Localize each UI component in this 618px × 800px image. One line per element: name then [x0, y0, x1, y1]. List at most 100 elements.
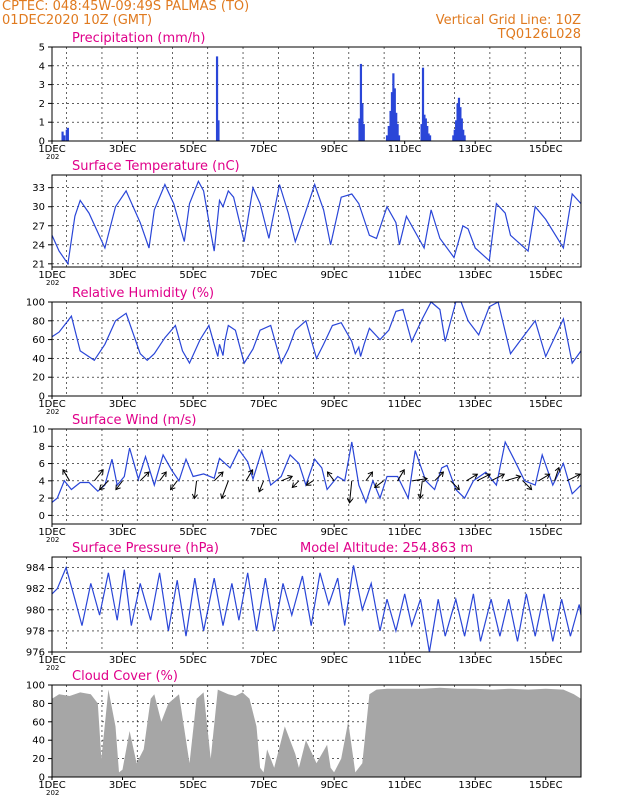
x-tick-label: 1DEC [38, 655, 65, 666]
plot-frame [51, 301, 582, 397]
plot-frame [51, 174, 582, 268]
wind-vector [411, 478, 428, 482]
panel-title: Precipitation (mm/h) [72, 31, 205, 46]
y-tick-label: 1 [39, 118, 45, 129]
wind-vector [566, 473, 581, 482]
wind-vector-head [485, 473, 492, 479]
wind-vector-head [143, 471, 150, 478]
precip-bar [63, 135, 66, 141]
year-stub-label: 202 [46, 153, 59, 161]
wind-vector-head [191, 493, 198, 500]
x-tick-label: 5DEC [179, 780, 206, 791]
wind-vector [476, 473, 491, 482]
precip-bar [217, 120, 220, 141]
x-tick-label: 13DEC [458, 399, 492, 410]
x-tick-label: 15DEC [529, 399, 563, 410]
wind-vector-head [220, 493, 226, 500]
y-tick-label: 2 [39, 99, 45, 110]
x-tick-label: 1DEC [38, 270, 65, 281]
precip-bar [390, 92, 394, 141]
wind-vector-head [399, 468, 405, 475]
y-tick-label: 3 [39, 80, 45, 91]
y-tick-label: 10 [32, 425, 45, 436]
x-tick-label: 7DEC [250, 270, 277, 281]
precip-bar [358, 118, 361, 141]
precip-bar [420, 124, 423, 141]
precip-bar [426, 125, 429, 141]
precip-bar [452, 135, 455, 141]
x-tick-label: 1DEC [38, 780, 65, 791]
wind-vector [538, 473, 550, 482]
series-line [51, 179, 582, 266]
y-tick-label: 30 [32, 202, 45, 213]
y-tick-label: 40 [32, 736, 45, 747]
x-tick-label: 11DEC [388, 399, 422, 410]
panel-annotation: Model Altitude: 254.863 m [300, 541, 473, 556]
precip-bar [421, 67, 425, 141]
x-tick-label: 13DEC [458, 780, 492, 791]
y-tick-label: 4 [39, 476, 45, 487]
plot-frame [51, 684, 582, 778]
y-tick-label: 5 [39, 43, 45, 54]
precip-bar [395, 112, 398, 141]
x-tick-label: 15DEC [529, 780, 563, 791]
y-tick-label: 8 [39, 442, 45, 453]
precip-bar [359, 63, 363, 141]
x-tick-label: 9DEC [320, 270, 347, 281]
plot-frame [51, 428, 582, 525]
panel-5: 976 978 980 982 984 1DEC 3DEC 5DEC 7DEC 9DEC 11DEC… [26, 541, 582, 672]
cloud-cover-area [52, 687, 581, 777]
x-tick-label: 13DEC [458, 270, 492, 281]
wind-vector [365, 471, 373, 482]
precip-bar [397, 135, 401, 141]
wind-vector-head [515, 474, 522, 481]
wind-vector [221, 480, 229, 499]
precip-bar [215, 56, 219, 141]
wind-vector-head [247, 468, 254, 475]
x-tick-label: 3DEC [109, 399, 136, 410]
wind-vector [306, 480, 314, 486]
precip-bar [66, 127, 69, 141]
model-code-label: TQ0126L028 [497, 27, 581, 42]
precip-bar [389, 110, 392, 141]
wind-vector [213, 471, 224, 482]
y-tick-label: 20 [32, 373, 45, 384]
y-tick-label: 2 [39, 494, 45, 505]
x-tick-label: 9DEC [320, 527, 347, 538]
x-tick-label: 9DEC [320, 399, 347, 410]
y-tick-label: 80 [32, 316, 45, 327]
wind-vector [327, 471, 335, 482]
year-stub-label: 202 [46, 536, 59, 544]
plot-frame [51, 46, 582, 142]
precip-bar [61, 131, 64, 141]
wind-vector [419, 480, 423, 499]
y-tick-label: 27 [32, 221, 45, 232]
x-tick-label: 9DEC [320, 144, 347, 155]
y-tick-label: 978 [26, 626, 45, 637]
x-tick-label: 13DEC [458, 527, 492, 538]
wind-vector-head [499, 473, 506, 479]
plot-area [52, 429, 581, 524]
station-label: CPTEC: 048:45W-09:49S PALMAS (TO) [2, 0, 250, 14]
panel-title: Cloud Cover (%) [72, 669, 178, 684]
y-tick-label: 4 [39, 61, 45, 72]
x-tick-label: 15DEC [529, 527, 563, 538]
year-stub-label: 202 [46, 789, 59, 797]
y-tick-label: 980 [26, 605, 45, 616]
x-tick-label: 7DEC [250, 144, 277, 155]
grid-line-label: Vertical Grid Line: 10Z [435, 13, 581, 28]
wind-vector-head [438, 471, 445, 477]
wind-vector [93, 469, 104, 482]
wind-vector-head [305, 480, 312, 486]
precip-bar [457, 97, 461, 141]
precip-bar [455, 120, 458, 141]
x-tick-label: 11DEC [388, 655, 422, 666]
y-tick-label: 0 [39, 137, 45, 148]
wind-vector [99, 480, 109, 490]
x-tick-label: 5DEC [179, 270, 206, 281]
y-tick-label: 100 [26, 298, 45, 309]
wind-vector-head [287, 475, 294, 481]
plot-frame [51, 556, 582, 653]
wind-vector [349, 480, 353, 503]
